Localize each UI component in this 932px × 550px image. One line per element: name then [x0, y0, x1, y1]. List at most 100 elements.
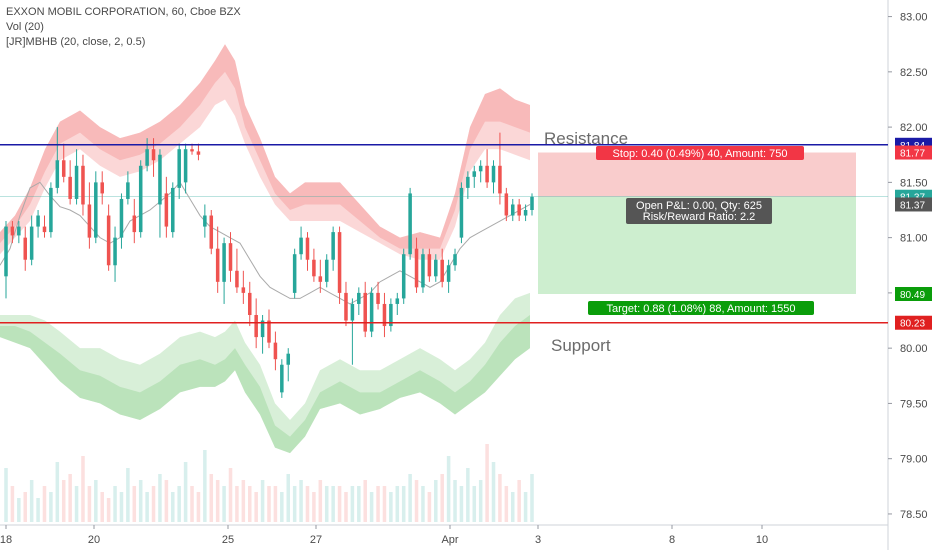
candle-body[interactable] — [305, 237, 310, 260]
candle-body[interactable] — [414, 248, 419, 288]
candle-body[interactable] — [177, 149, 181, 188]
candle-body[interactable] — [472, 171, 477, 177]
candle-body[interactable] — [427, 254, 432, 277]
candle-body[interactable] — [235, 270, 239, 288]
candle-body[interactable] — [523, 210, 528, 216]
candle-body[interactable] — [530, 196, 534, 210]
x-tick-label: 25 — [222, 534, 234, 546]
candle-body[interactable] — [36, 215, 40, 227]
candle-body[interactable] — [485, 165, 489, 183]
candle-body[interactable] — [434, 259, 438, 277]
candle-body[interactable] — [145, 149, 149, 166]
candle-body[interactable] — [158, 154, 162, 205]
candle-body[interactable] — [138, 165, 143, 233]
candle-body[interactable] — [324, 259, 329, 282]
candle-body[interactable] — [466, 176, 470, 188]
candle-body[interactable] — [267, 320, 271, 343]
candle-body[interactable] — [510, 204, 515, 216]
candle-body[interactable] — [260, 320, 265, 338]
candle-body[interactable] — [491, 165, 496, 183]
candle-body[interactable] — [23, 237, 28, 260]
candle-body[interactable] — [49, 187, 53, 233]
candle-body[interactable] — [421, 254, 425, 288]
candle-body[interactable] — [382, 303, 387, 327]
volume-bar — [357, 486, 361, 522]
candle-body[interactable] — [440, 259, 444, 282]
candle-body[interactable] — [498, 165, 502, 194]
candle-body[interactable] — [203, 215, 207, 227]
volume-bar — [126, 468, 130, 522]
candle-body[interactable] — [241, 287, 246, 293]
candle-body[interactable] — [395, 298, 400, 304]
candle-body[interactable] — [29, 226, 34, 260]
candle-body[interactable] — [504, 193, 509, 216]
volume-bar — [61, 480, 66, 522]
candle-body[interactable] — [222, 243, 226, 282]
candle-body[interactable] — [344, 292, 348, 321]
candle-body[interactable] — [183, 149, 188, 183]
candle-body[interactable] — [254, 315, 258, 338]
candle-body[interactable] — [190, 149, 194, 152]
volume-bar — [286, 474, 291, 522]
time-axis[interactable]: 18 20 25 27 Apr 3 8 10 — [0, 525, 768, 546]
candle-body[interactable] — [42, 226, 47, 233]
candle-body[interactable] — [453, 254, 457, 266]
candle-body[interactable] — [318, 276, 323, 282]
x-tick-label: 10 — [756, 534, 768, 546]
candle-body[interactable] — [369, 292, 374, 332]
candle-body[interactable] — [459, 187, 464, 238]
candle-body[interactable] — [151, 149, 156, 161]
candle-body[interactable] — [376, 292, 380, 304]
volume-bar — [337, 486, 342, 522]
candle-body[interactable] — [81, 165, 85, 205]
candle-body[interactable] — [10, 226, 15, 236]
candle-body[interactable] — [292, 254, 297, 293]
candle-body[interactable] — [87, 204, 92, 238]
candle-body[interactable] — [286, 353, 291, 365]
candle-body[interactable] — [164, 193, 169, 227]
candle-body[interactable] — [209, 215, 214, 249]
volume-bar — [183, 462, 188, 522]
candle-body[interactable] — [228, 243, 233, 271]
candle-body[interactable] — [337, 232, 342, 293]
candle-body[interactable] — [401, 254, 406, 299]
candle-body[interactable] — [517, 204, 521, 216]
candle-body[interactable] — [94, 182, 98, 238]
candle-body[interactable] — [408, 193, 412, 255]
candle-body[interactable] — [74, 165, 79, 199]
candle-body[interactable] — [478, 165, 483, 172]
candle-body[interactable] — [389, 303, 393, 327]
sma-polyline — [0, 181, 531, 305]
candle-body[interactable] — [350, 303, 355, 321]
candle-body[interactable] — [280, 364, 284, 393]
candle-body[interactable] — [100, 182, 104, 194]
candle-body[interactable] — [113, 237, 117, 266]
volume-bar — [312, 492, 316, 522]
candle-body[interactable] — [106, 215, 111, 266]
volume-bar — [222, 486, 226, 522]
candle-body[interactable] — [68, 176, 72, 199]
volume-bar — [158, 474, 162, 522]
candle-body[interactable] — [363, 292, 367, 332]
candle-body[interactable] — [215, 248, 220, 282]
y-tick-label: 83.00 — [900, 12, 928, 24]
candle-body[interactable] — [331, 232, 335, 260]
candle-body[interactable] — [171, 187, 175, 233]
candle-body[interactable] — [312, 259, 316, 277]
volume-bar — [453, 480, 457, 522]
candle-body[interactable] — [446, 265, 451, 282]
candle-body[interactable] — [4, 226, 8, 277]
candle-body[interactable] — [357, 292, 361, 304]
candle-body[interactable] — [299, 237, 303, 255]
candle-body[interactable] — [61, 160, 66, 177]
candles-group[interactable] — [4, 127, 534, 398]
candle-body[interactable] — [119, 198, 124, 238]
candle-body[interactable] — [132, 215, 137, 233]
candle-body[interactable] — [17, 226, 21, 236]
candle-body[interactable] — [55, 160, 60, 188]
candle-body[interactable] — [273, 342, 278, 360]
candle-body[interactable] — [126, 182, 130, 199]
candle-body[interactable] — [196, 151, 201, 155]
candle-body[interactable] — [247, 292, 252, 315]
